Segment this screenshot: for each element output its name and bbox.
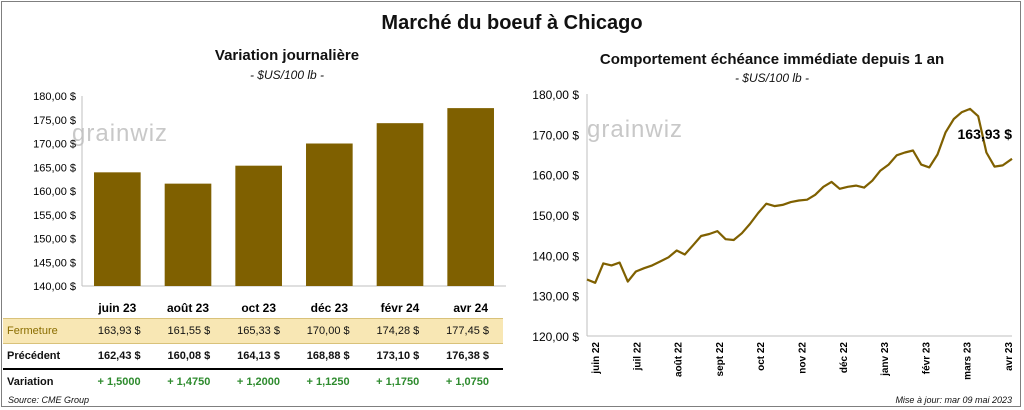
bar-x-tick-label: avr 24 bbox=[453, 301, 488, 315]
row-label: Précédent bbox=[3, 343, 85, 370]
table-cell: 173,10 $ bbox=[363, 343, 434, 370]
bar-x-tick-label: déc 23 bbox=[311, 301, 349, 315]
table-cell: 168,88 $ bbox=[293, 343, 364, 370]
watermark-logo-right: grainwiz bbox=[587, 116, 683, 144]
bar-y-tick-label: 175,00 $ bbox=[33, 115, 76, 127]
bar-chart: 140,00 $ 145,00 $ 150,00 $ 155,00 $ 160,00 $… bbox=[33, 91, 506, 315]
bar bbox=[306, 143, 353, 286]
bar-y-tick-label: 140,00 $ bbox=[33, 281, 76, 293]
bar-y-tick-label: 155,00 $ bbox=[33, 210, 76, 222]
bar bbox=[164, 183, 212, 286]
main-title: Marché du boeuf à Chicago bbox=[381, 12, 643, 34]
row-label: Fermeture bbox=[3, 318, 85, 344]
line-y-tick-label: 160,00 $ bbox=[532, 169, 579, 183]
line-x-tick-label: août 22 bbox=[674, 342, 685, 377]
table-cell: + 1,4750 bbox=[167, 376, 211, 388]
line-chart-title: Comportement échéance immédiate depuis 1… bbox=[599, 51, 945, 68]
table-cell: + 1,2000 bbox=[236, 376, 280, 388]
bar-chart-title: Variation journalière bbox=[214, 47, 360, 64]
line-y-tick-label: 140,00 $ bbox=[532, 249, 579, 263]
line-chart: 120,00 $ 130,00 $ 140,00 $ 150,00 $ 160,00 $… bbox=[532, 88, 1015, 380]
bar bbox=[235, 165, 282, 286]
table-cell: 164,13 $ bbox=[224, 343, 294, 370]
source-note: Source: CME Group bbox=[8, 395, 90, 405]
line-chart-subtitle: - $US/100 lb - bbox=[734, 71, 810, 85]
table-cell: + 1,5000 bbox=[97, 376, 141, 388]
line-x-tick-label: oct 22 bbox=[756, 342, 767, 371]
bar-y-tick-label: 145,00 $ bbox=[33, 257, 76, 269]
line-x-tick-label: juin 22 bbox=[591, 342, 602, 375]
table-cell: + 1,1250 bbox=[306, 376, 350, 388]
table-cell: 176,38 $ bbox=[433, 343, 503, 370]
line-x-tick-label: déc 22 bbox=[839, 342, 850, 374]
table-cell: 170,00 $ bbox=[293, 318, 364, 344]
watermark-text: grainwiz bbox=[72, 120, 169, 147]
bar bbox=[94, 172, 141, 286]
line-x-tick-label: avr 23 bbox=[1004, 342, 1015, 371]
bar-y-tick-label: 170,00 $ bbox=[33, 139, 76, 151]
table-row-precedent: Précédent 162,43 $160,08 $164,13 $168,88 … bbox=[3, 343, 503, 370]
table-cell: 162,43 $ bbox=[85, 343, 155, 370]
table-cell: 177,45 $ bbox=[433, 318, 503, 344]
bar-x-tick-label: juin 23 bbox=[97, 301, 136, 315]
table-cell: + 1,0750 bbox=[445, 376, 489, 388]
bar bbox=[376, 123, 424, 286]
table-row-fermeture: Fermeture 163,93 $161,55 $165,33 $170,00 … bbox=[3, 318, 503, 344]
line-x-tick-label: janv 23 bbox=[880, 342, 891, 377]
table-cell: 163,93 $ bbox=[85, 318, 155, 344]
table-cell: 161,55 $ bbox=[154, 318, 225, 344]
line-x-tick-label: juil 22 bbox=[632, 342, 643, 372]
line-x-tick-label: févr 23 bbox=[921, 342, 932, 375]
table-cell: 174,28 $ bbox=[363, 318, 434, 344]
bar-y-tick-label: 160,00 $ bbox=[33, 186, 76, 198]
price-series-line bbox=[586, 107, 1013, 284]
price-table: Fermeture 163,93 $161,55 $165,33 $170,00 … bbox=[3, 318, 503, 394]
watermark-text-right: grainwiz bbox=[587, 116, 684, 143]
last-value-label: 163,93 $ bbox=[958, 126, 1013, 142]
bar-x-tick-label: févr 24 bbox=[381, 301, 420, 315]
line-x-tick-label: nov 22 bbox=[798, 342, 809, 374]
bar-y-tick-label: 150,00 $ bbox=[33, 234, 76, 246]
update-note: Mise à jour: mar 09 mai 2023 bbox=[895, 395, 1012, 405]
table-cell: 160,08 $ bbox=[154, 343, 225, 370]
table-cell: + 1,1750 bbox=[376, 376, 420, 388]
bar-x-tick-label: oct 23 bbox=[241, 301, 276, 315]
table-row-variation: Variation + 1,5000 + 1,4750 + 1,2000 + 1,125… bbox=[3, 369, 503, 394]
line-y-tick-label: 130,00 $ bbox=[532, 290, 579, 304]
bar-y-tick-label: 165,00 $ bbox=[33, 162, 76, 174]
bar-chart-subtitle: - $US/100 lb - bbox=[249, 68, 325, 82]
line-y-tick-label: 150,00 $ bbox=[532, 209, 579, 223]
row-label: Variation bbox=[7, 376, 54, 388]
bar-y-tick-label: 180,00 $ bbox=[33, 91, 76, 103]
line-x-tick-label: mars 23 bbox=[963, 342, 974, 380]
table-cell: 165,33 $ bbox=[224, 318, 294, 344]
line-y-tick-label: 180,00 $ bbox=[532, 88, 579, 102]
watermark-logo: grainwiz bbox=[72, 120, 168, 148]
bar-x-tick-label: août 23 bbox=[167, 301, 209, 315]
line-y-tick-label: 120,00 $ bbox=[532, 330, 579, 344]
line-y-tick-label: 170,00 $ bbox=[532, 128, 579, 142]
line-x-tick-label: sept 22 bbox=[715, 342, 726, 377]
bar bbox=[447, 108, 494, 286]
